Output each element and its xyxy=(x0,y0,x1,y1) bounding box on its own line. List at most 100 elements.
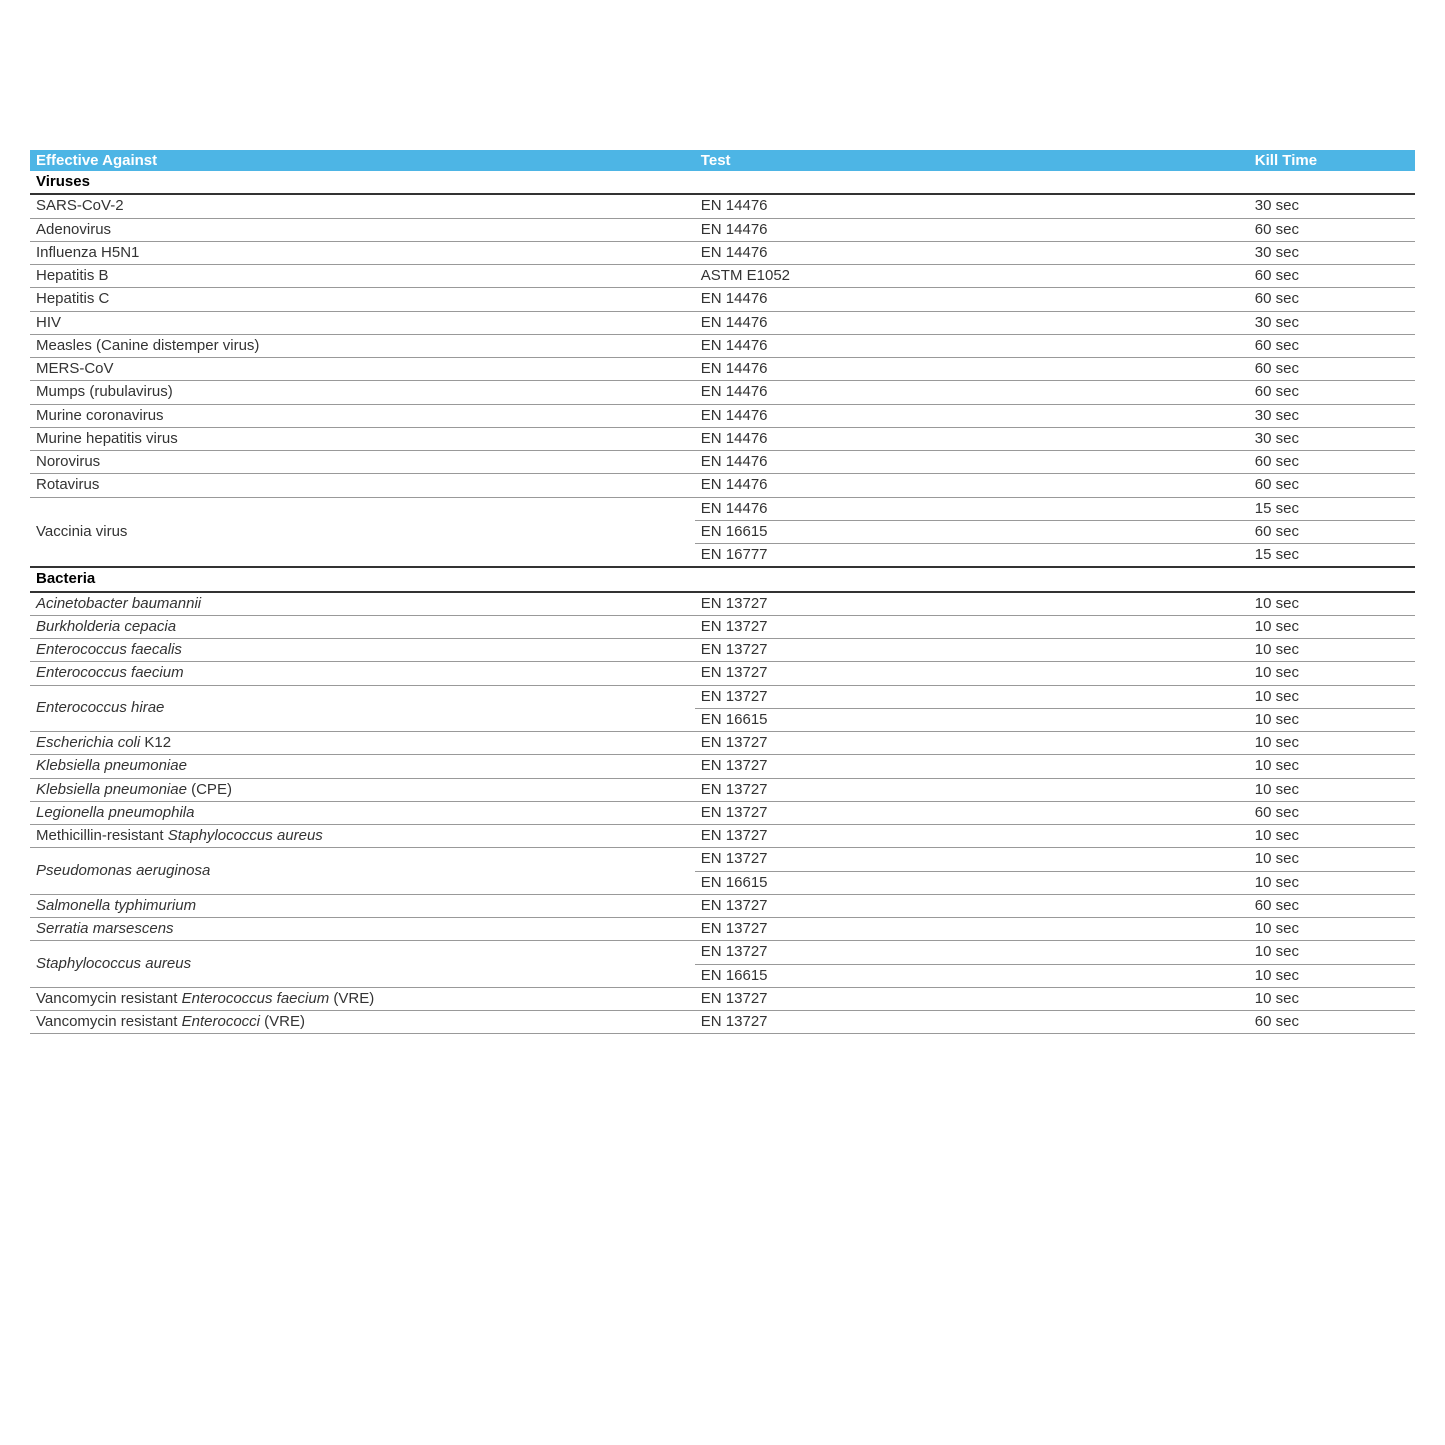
table-row: Influenza H5N1EN 1447630 sec xyxy=(30,241,1415,264)
section-header: Bacteria xyxy=(30,567,1415,591)
test-standard: EN 16615 xyxy=(695,871,1249,894)
test-standard: EN 13727 xyxy=(695,639,1249,662)
test-standard: EN 13727 xyxy=(695,825,1249,848)
kill-time: 10 sec xyxy=(1249,639,1415,662)
kill-time: 10 sec xyxy=(1249,662,1415,685)
table-row: Acinetobacter baumanniiEN 1372710 sec xyxy=(30,592,1415,616)
table-row: Measles (Canine distemper virus)EN 14476… xyxy=(30,334,1415,357)
pathogen-name: Klebsiella pneumoniae (CPE) xyxy=(30,778,695,801)
pathogen-name: SARS-CoV-2 xyxy=(30,194,695,218)
test-standard: EN 14476 xyxy=(695,497,1249,520)
kill-time: 60 sec xyxy=(1249,474,1415,497)
pathogen-name: Hepatitis B xyxy=(30,265,695,288)
kill-time: 15 sec xyxy=(1249,497,1415,520)
table-row: Serratia marsescensEN 1372710 sec xyxy=(30,918,1415,941)
kill-time: 60 sec xyxy=(1249,265,1415,288)
kill-time: 60 sec xyxy=(1249,451,1415,474)
table-row: MERS-CoVEN 1447660 sec xyxy=(30,358,1415,381)
pathogen-name: Acinetobacter baumannii xyxy=(30,592,695,616)
pathogen-name: Murine coronavirus xyxy=(30,404,695,427)
test-standard: EN 14476 xyxy=(695,358,1249,381)
table-row: RotavirusEN 1447660 sec xyxy=(30,474,1415,497)
kill-time: 10 sec xyxy=(1249,732,1415,755)
test-standard: EN 13727 xyxy=(695,941,1249,964)
table-row: Salmonella typhimuriumEN 1372760 sec xyxy=(30,894,1415,917)
pathogen-name: Enterococcus hirae xyxy=(30,685,695,732)
table-header: Effective Against Test Kill Time xyxy=(30,150,1415,171)
header-kill-time: Kill Time xyxy=(1249,150,1415,171)
pathogen-name: Escherichia coli K12 xyxy=(30,732,695,755)
table-row: Hepatitis BASTM E105260 sec xyxy=(30,265,1415,288)
kill-time: 10 sec xyxy=(1249,987,1415,1010)
pathogen-name: Rotavirus xyxy=(30,474,695,497)
pathogen-name: Adenovirus xyxy=(30,218,695,241)
pathogen-name: MERS-CoV xyxy=(30,358,695,381)
kill-time: 60 sec xyxy=(1249,801,1415,824)
test-standard: EN 14476 xyxy=(695,241,1249,264)
kill-time: 30 sec xyxy=(1249,404,1415,427)
test-standard: EN 14476 xyxy=(695,218,1249,241)
pathogen-name: Burkholderia cepacia xyxy=(30,615,695,638)
table-row: Legionella pneumophilaEN 1372760 sec xyxy=(30,801,1415,824)
pathogen-name: Methicillin-resistant Staphylococcus aur… xyxy=(30,825,695,848)
test-standard: EN 13727 xyxy=(695,894,1249,917)
test-standard: EN 14476 xyxy=(695,404,1249,427)
section-title: Bacteria xyxy=(36,570,95,587)
table-row: AdenovirusEN 1447660 sec xyxy=(30,218,1415,241)
table-row: Staphylococcus aureusEN 1372710 sec xyxy=(30,941,1415,964)
test-standard: EN 13727 xyxy=(695,801,1249,824)
table-row: Murine hepatitis virusEN 1447630 sec xyxy=(30,427,1415,450)
test-standard: EN 16615 xyxy=(695,708,1249,731)
pathogen-name: Vaccinia virus xyxy=(30,497,695,567)
pathogen-name: Influenza H5N1 xyxy=(30,241,695,264)
kill-time: 10 sec xyxy=(1249,685,1415,708)
kill-time: 10 sec xyxy=(1249,848,1415,871)
test-standard: EN 13727 xyxy=(695,615,1249,638)
pathogen-name: Vancomycin resistant Enterococci (VRE) xyxy=(30,1011,695,1034)
table-row: Klebsiella pneumoniae (CPE)EN 1372710 se… xyxy=(30,778,1415,801)
test-standard: EN 16615 xyxy=(695,520,1249,543)
test-standard: EN 13727 xyxy=(695,918,1249,941)
table-row: Enterococcus hiraeEN 1372710 sec xyxy=(30,685,1415,708)
kill-time: 10 sec xyxy=(1249,592,1415,616)
pathogen-name: Serratia marsescens xyxy=(30,918,695,941)
test-standard: EN 16777 xyxy=(695,544,1249,568)
kill-time: 10 sec xyxy=(1249,964,1415,987)
kill-time: 10 sec xyxy=(1249,708,1415,731)
test-standard: ASTM E1052 xyxy=(695,265,1249,288)
section-title: Viruses xyxy=(36,173,90,190)
test-standard: EN 14476 xyxy=(695,334,1249,357)
table-row: Hepatitis CEN 1447660 sec xyxy=(30,288,1415,311)
pathogen-name: Murine hepatitis virus xyxy=(30,427,695,450)
test-standard: EN 14476 xyxy=(695,311,1249,334)
test-standard: EN 14476 xyxy=(695,381,1249,404)
kill-time: 10 sec xyxy=(1249,871,1415,894)
test-standard: EN 13727 xyxy=(695,685,1249,708)
kill-time: 60 sec xyxy=(1249,358,1415,381)
kill-time: 10 sec xyxy=(1249,615,1415,638)
pathogen-name: Vancomycin resistant Enterococcus faeciu… xyxy=(30,987,695,1010)
table-row: Mumps (rubulavirus)EN 1447660 sec xyxy=(30,381,1415,404)
table-row: HIVEN 1447630 sec xyxy=(30,311,1415,334)
kill-time: 15 sec xyxy=(1249,544,1415,568)
table-row: Vancomycin resistant Enterococcus faeciu… xyxy=(30,987,1415,1010)
test-standard: EN 13727 xyxy=(695,1011,1249,1034)
test-standard: EN 13727 xyxy=(695,987,1249,1010)
pathogen-name: Pseudomonas aeruginosa xyxy=(30,848,695,895)
test-standard: EN 13727 xyxy=(695,662,1249,685)
pathogen-name: Mumps (rubulavirus) xyxy=(30,381,695,404)
table-row: Murine coronavirusEN 1447630 sec xyxy=(30,404,1415,427)
kill-time: 30 sec xyxy=(1249,311,1415,334)
kill-time: 60 sec xyxy=(1249,288,1415,311)
test-standard: EN 13727 xyxy=(695,848,1249,871)
table-row: Enterococcus faeciumEN 1372710 sec xyxy=(30,662,1415,685)
efficacy-table: Effective Against Test Kill Time Viruses… xyxy=(30,150,1415,1034)
kill-time: 10 sec xyxy=(1249,941,1415,964)
kill-time: 10 sec xyxy=(1249,755,1415,778)
pathogen-name: Hepatitis C xyxy=(30,288,695,311)
test-standard: EN 14476 xyxy=(695,474,1249,497)
test-standard: EN 16615 xyxy=(695,964,1249,987)
pathogen-name: HIV xyxy=(30,311,695,334)
kill-time: 60 sec xyxy=(1249,218,1415,241)
table-body: VirusesSARS-CoV-2EN 1447630 secAdenoviru… xyxy=(30,171,1415,1034)
